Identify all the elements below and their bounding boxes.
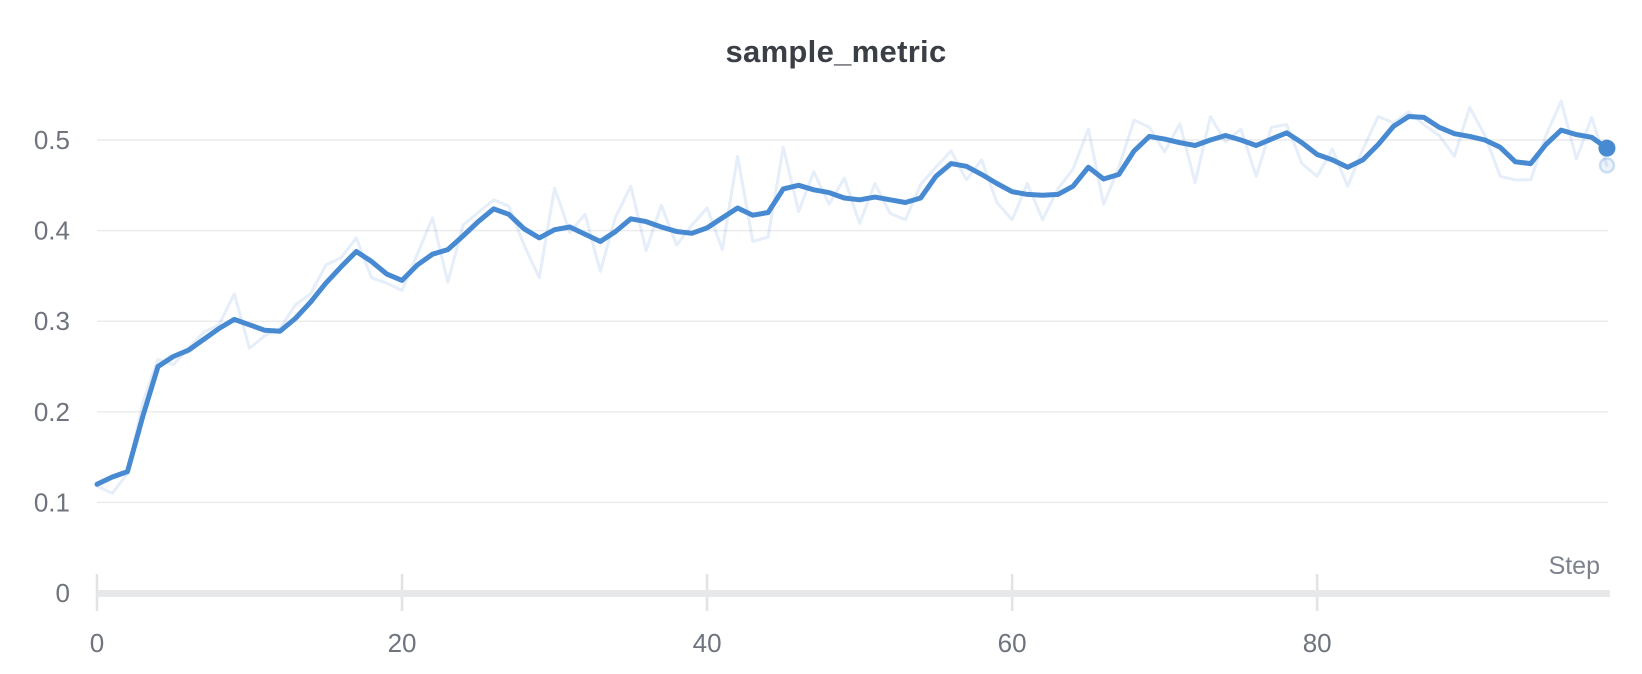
x-axis-tick-label: 80: [1303, 628, 1332, 658]
y-axis-tick-label: 0.2: [34, 397, 70, 427]
x-axis-title: Step: [1549, 552, 1600, 580]
raw-endpoint-marker: [1598, 157, 1616, 174]
x-axis-tick-label: 0: [90, 628, 104, 658]
raw-metric-line: [95, 99, 1609, 495]
y-axis-tick-label: 0.1: [34, 487, 70, 517]
x-axis-tick-label: 20: [388, 628, 417, 658]
smoothed-endpoint-marker[interactable]: [1598, 139, 1616, 157]
smoothed-metric-line: [94, 114, 1610, 487]
x-axis-tick-label: 40: [693, 628, 722, 658]
x-axis-bar: [97, 590, 1610, 597]
y-axis-tick-label: 0.5: [34, 125, 70, 155]
x-axis-tick-label: 60: [998, 628, 1027, 658]
y-axis-tick-label: 0.4: [34, 216, 70, 246]
y-axis-tick-label: 0: [56, 578, 70, 608]
chart-title: sample_metric: [725, 34, 947, 69]
y-axis-tick-label: 0.3: [34, 306, 70, 336]
